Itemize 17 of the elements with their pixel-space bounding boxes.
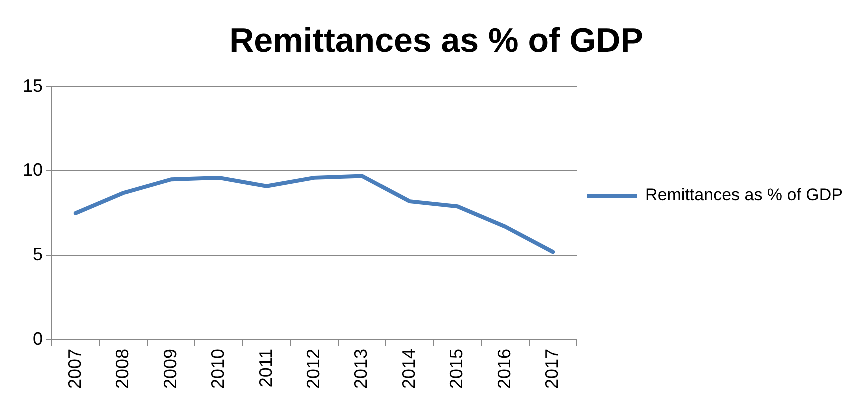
x-tick-label: 2007 <box>64 348 85 390</box>
x-tick-label: 2016 <box>494 348 514 390</box>
y-tick-label: 0 <box>33 328 44 349</box>
x-tick-label: 2008 <box>112 348 133 390</box>
chart-title: Remittances as % of GDP <box>230 22 644 60</box>
y-tick-label: 5 <box>33 244 44 265</box>
x-tick-label: 2011 <box>256 348 276 388</box>
x-tick-label: 2015 <box>446 348 467 390</box>
x-tick-label: 2009 <box>160 348 180 390</box>
x-tick-label: 2013 <box>351 348 372 390</box>
x-tick-label: 2014 <box>398 348 419 390</box>
x-tick-label: 2012 <box>304 348 324 390</box>
legend-label: Remittances as % of GDP <box>646 186 844 205</box>
x-tick-label: 2017 <box>542 348 562 390</box>
x-tick-label: 2010 <box>208 348 228 390</box>
y-tick-label: 10 <box>22 160 44 180</box>
y-tick-label: 15 <box>22 76 44 96</box>
